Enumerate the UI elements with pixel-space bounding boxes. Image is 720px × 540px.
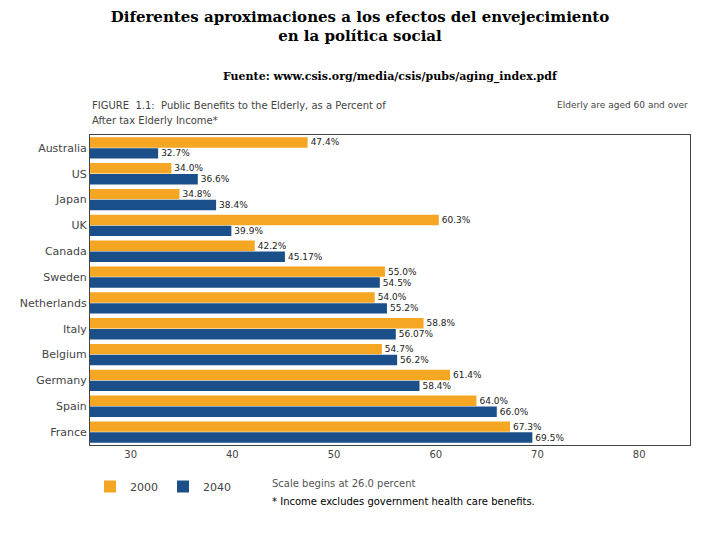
svg-text:47.4%: 47.4% xyxy=(311,137,340,147)
svg-text:50: 50 xyxy=(328,449,341,460)
svg-text:30: 30 xyxy=(124,449,137,460)
svg-text:58.4%: 58.4% xyxy=(422,381,451,391)
svg-text:Diferentes aproximaciones a lo: Diferentes aproximaciones a los efectos … xyxy=(111,8,610,46)
svg-text:54.5%: 54.5% xyxy=(383,278,412,288)
svg-text:Scale begins at 26.0 percent: Scale begins at 26.0 percent xyxy=(272,478,415,489)
svg-text:Japan: Japan xyxy=(55,193,87,206)
svg-text:60.3%: 60.3% xyxy=(442,215,471,225)
svg-text:After tax Elderly Income*: After tax Elderly Income* xyxy=(92,115,218,126)
svg-text:66.0%: 66.0% xyxy=(500,407,529,417)
svg-text:Spain: Spain xyxy=(56,400,87,413)
svg-text:36.6%: 36.6% xyxy=(201,174,230,184)
svg-text:45.17%: 45.17% xyxy=(288,252,323,262)
svg-text:Australia: Australia xyxy=(38,142,87,155)
svg-text:39.9%: 39.9% xyxy=(234,226,263,236)
svg-text:Sweden: Sweden xyxy=(43,271,86,284)
svg-text:Fuente: www.csis.org/media/csi: Fuente: www.csis.org/media/csis/pubs/agi… xyxy=(223,70,558,84)
svg-text:FIGURE 1.1: Public Benefits: FIGURE 1.1: Public Benefits to the Elder… xyxy=(92,100,386,111)
svg-text:40: 40 xyxy=(226,449,239,460)
svg-text:42.2%: 42.2% xyxy=(258,241,287,251)
svg-text:64.0%: 64.0% xyxy=(479,396,508,406)
svg-text:69.5%: 69.5% xyxy=(535,433,564,443)
svg-text:38.4%: 38.4% xyxy=(219,200,248,210)
svg-text:Italy: Italy xyxy=(63,323,87,336)
svg-text:61.4%: 61.4% xyxy=(453,370,482,380)
svg-text:34.0%: 34.0% xyxy=(174,163,203,173)
svg-text:55.0%: 55.0% xyxy=(388,267,417,277)
svg-text:US: US xyxy=(72,168,87,181)
svg-text:2000: 2000 xyxy=(130,481,158,494)
svg-text:58.8%: 58.8% xyxy=(427,318,456,328)
svg-text:54.7%: 54.7% xyxy=(385,344,414,354)
svg-text:* Income excludes government h: * Income excludes government health care… xyxy=(272,496,535,507)
svg-text:80: 80 xyxy=(633,449,646,460)
svg-text:32.7%: 32.7% xyxy=(161,148,190,158)
svg-text:Elderly are aged 60 and over: Elderly are aged 60 and over xyxy=(557,100,688,110)
svg-text:Germany: Germany xyxy=(36,374,87,387)
svg-text:2040: 2040 xyxy=(203,481,231,494)
svg-text:60: 60 xyxy=(429,449,442,460)
svg-text:54.0%: 54.0% xyxy=(378,292,407,302)
svg-text:56.07%: 56.07% xyxy=(399,329,434,339)
svg-text:34.8%: 34.8% xyxy=(182,189,211,199)
svg-text:Netherlands: Netherlands xyxy=(20,297,87,310)
svg-text:Canada: Canada xyxy=(45,245,87,258)
svg-text:67.3%: 67.3% xyxy=(513,422,542,432)
svg-text:55.2%: 55.2% xyxy=(390,303,419,313)
svg-text:France: France xyxy=(50,426,87,439)
svg-text:UK: UK xyxy=(72,219,88,232)
svg-text:70: 70 xyxy=(531,449,544,460)
svg-text:Belgium: Belgium xyxy=(42,348,87,361)
svg-text:56.2%: 56.2% xyxy=(400,355,429,365)
